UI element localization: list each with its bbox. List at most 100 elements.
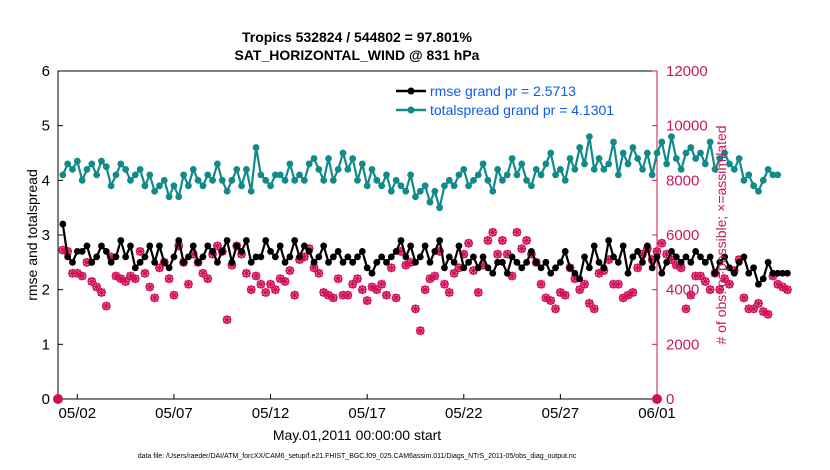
rmse-point xyxy=(561,248,569,255)
totalspread-point xyxy=(122,166,130,173)
rmse-point xyxy=(494,258,501,266)
totalspread-point xyxy=(218,176,226,184)
rmse-point xyxy=(281,258,289,266)
obs-assimilated-point xyxy=(415,326,425,336)
rmse-point xyxy=(185,253,192,261)
rmse-point xyxy=(141,253,149,261)
rmse-point xyxy=(658,269,666,277)
totalspread-point xyxy=(117,160,125,168)
totalspread-point xyxy=(735,155,743,162)
rmse-point xyxy=(528,248,535,255)
totalspread-point xyxy=(470,176,477,184)
rmse-point xyxy=(271,253,279,261)
obs-assimilated-point xyxy=(749,304,759,314)
obs-assimilated-point xyxy=(155,263,164,273)
left-tick-label-6: 6 xyxy=(42,63,50,80)
totalspread-point xyxy=(305,160,313,168)
totalspread-point xyxy=(358,160,366,168)
totalspread-point xyxy=(489,187,497,195)
x-tick-label-2: 05/12 xyxy=(252,405,290,422)
rmse-point xyxy=(677,258,685,266)
totalspread-point xyxy=(503,171,511,179)
x-axis: 05/02 05/07 05/12 05/17 05/22 05/27 06/01 xyxy=(59,394,676,422)
right-tick-label-3: 6000 xyxy=(666,227,699,244)
obs-assimilated-point xyxy=(77,271,87,281)
rmse-point xyxy=(460,264,468,272)
totalspread-point xyxy=(721,149,729,157)
totalspread-point xyxy=(102,163,110,171)
totalspread-point xyxy=(614,171,622,179)
rmse-point xyxy=(581,253,588,261)
obs-assimilated-point xyxy=(290,290,300,300)
totalspread-point xyxy=(745,171,753,179)
rmse-point xyxy=(325,258,332,266)
obs-assimilated-point xyxy=(493,249,502,259)
totalspread-point xyxy=(682,149,690,157)
obs-assimilated-point xyxy=(536,279,546,289)
totalspread-point xyxy=(653,149,661,157)
totalspread-point xyxy=(88,160,96,168)
x-tick-label-0: 05/02 xyxy=(59,405,97,422)
rmse-point xyxy=(368,269,376,277)
rmse-point xyxy=(315,253,323,261)
totalspread-point xyxy=(460,166,468,173)
rmse-point xyxy=(624,269,632,277)
totalspread-point xyxy=(547,149,555,157)
obs-assimilated-point xyxy=(700,277,710,286)
rmse-point xyxy=(218,248,226,255)
rmse-point xyxy=(711,269,719,277)
legend: rmse grand pr = 2.5713 totalspread grand… xyxy=(392,78,646,122)
right-tick-label-6: 12000 xyxy=(666,63,708,80)
totalspread-point xyxy=(648,171,656,179)
rmse-point xyxy=(334,248,342,255)
obs-assimilated-point xyxy=(58,245,68,255)
obs-assimilated-point xyxy=(319,288,329,297)
rmse-point xyxy=(663,258,671,266)
obs-assimilated-point xyxy=(222,315,232,325)
obs-assimilated-point xyxy=(483,236,493,245)
totalspread-point xyxy=(634,155,642,162)
totalspread-point xyxy=(672,155,680,162)
totalspread-point xyxy=(764,166,772,173)
rmse-point xyxy=(112,253,120,261)
rmse-point xyxy=(156,242,163,250)
totalspread-point xyxy=(286,160,294,168)
totalspread-point xyxy=(697,149,704,157)
obs-endpoint-end xyxy=(652,394,662,404)
totalspread-point xyxy=(387,187,395,195)
legend-box xyxy=(392,78,646,122)
obs-assimilated-point xyxy=(657,238,667,248)
totalspread-point xyxy=(194,176,202,184)
x-tick-label-1: 05/07 xyxy=(155,405,193,422)
totalspread-point xyxy=(214,160,221,168)
totalspread-point xyxy=(668,133,675,141)
obs-assimilated-point xyxy=(391,293,401,303)
rmse-point xyxy=(759,275,767,283)
obs-assimilated-point xyxy=(338,290,348,300)
totalspread-point xyxy=(397,182,405,190)
obs-assimilated-point xyxy=(121,277,131,286)
obs-assimilated-point xyxy=(126,271,135,281)
totalspread-point xyxy=(566,155,574,162)
totalspread-point xyxy=(474,171,482,179)
totalspread-point xyxy=(354,176,361,184)
rmse-point xyxy=(257,253,265,261)
obs-assimilated-point xyxy=(739,293,749,303)
rmse-point xyxy=(643,242,651,250)
rmse-point xyxy=(489,269,497,277)
totalspread-point xyxy=(610,138,617,146)
totalspread-point xyxy=(383,171,390,179)
obs-assimilated-point xyxy=(348,279,358,289)
obs-assimilated-point xyxy=(691,271,701,281)
rmse-point xyxy=(151,258,159,266)
rmse-point xyxy=(566,264,574,272)
rmse-series xyxy=(59,220,791,288)
obs-assimilated-point xyxy=(633,263,643,273)
obs-assimilated-point xyxy=(715,285,725,295)
chart-title-line2: SAT_HORIZONTAL_WIND @ 831 hPa xyxy=(235,47,480,63)
obs-assimilated-point xyxy=(97,288,106,297)
plot-area xyxy=(57,70,658,400)
rmse-point xyxy=(590,242,598,250)
rmse-point xyxy=(629,253,637,261)
totalspread-point xyxy=(98,157,105,165)
